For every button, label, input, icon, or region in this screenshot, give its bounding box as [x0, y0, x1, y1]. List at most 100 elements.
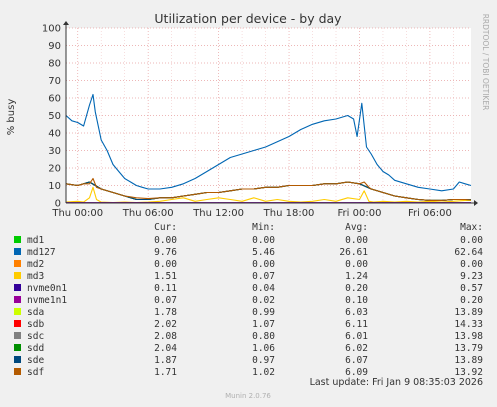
legend-value-min: 5.46	[252, 247, 275, 258]
legend-series-name: sde	[27, 355, 44, 366]
legend-series-name: sda	[27, 307, 44, 318]
legend-value-avg: 6.02	[345, 343, 368, 354]
series-line-md127	[65, 93, 472, 192]
x-tick-label: Thu 00:00	[51, 208, 103, 219]
legend-value-min: 0.07	[252, 271, 275, 282]
y-tick-label: 90	[48, 41, 61, 52]
x-tick-label: Fri 06:00	[408, 208, 452, 219]
legend-value-min: 0.04	[252, 283, 275, 294]
legend-value-min: 1.06	[252, 343, 275, 354]
y-axis-label: % busy	[6, 99, 17, 136]
legend-value-avg: 6.03	[345, 307, 368, 318]
legend-value-min: 0.97	[252, 355, 275, 366]
legend-value-min: 0.02	[252, 295, 275, 306]
legend-value-avg: 6.07	[345, 355, 368, 366]
legend-value-max: 14.33	[454, 319, 483, 330]
legend-series-name: sdc	[27, 331, 44, 342]
legend-value-max: 0.00	[460, 235, 483, 246]
axes: 0 10 20 30 40 50 60 70 80 90 100 Thu 00:00 Thu 06:00…	[42, 21, 478, 219]
legend-series-name: sdd	[27, 343, 44, 354]
legend-value-cur: 2.04	[154, 343, 177, 354]
y-tick-label: 80	[48, 59, 61, 70]
legend-value-max: 13.92	[454, 367, 483, 378]
legend-value-avg: 0.20	[345, 283, 368, 294]
legend-value-min: 0.00	[252, 235, 275, 246]
legend-series-name: md2	[27, 259, 44, 270]
legend-value-avg: 26.61	[339, 247, 368, 258]
legend-value-max: 13.89	[454, 307, 483, 318]
grid	[66, 27, 471, 203]
legend-value-max: 62.64	[454, 247, 483, 258]
legend-value-cur: 2.08	[154, 331, 177, 342]
legend-value-avg: 6.01	[345, 331, 368, 342]
legend-value-cur: 2.02	[154, 319, 177, 330]
legend-value-cur: 0.11	[154, 283, 177, 294]
legend-series-name: sdf	[27, 367, 44, 378]
y-tick-label: 60	[48, 94, 61, 105]
legend-value-cur: 1.51	[154, 271, 177, 282]
legend-value-min: 1.02	[252, 367, 275, 378]
chart-title: Utilization per device - by day	[154, 11, 342, 26]
legend-swatch	[14, 260, 21, 267]
legend-series-name: md1	[27, 235, 44, 246]
legend-value-cur: 9.76	[154, 247, 177, 258]
legend-value-max: 13.79	[454, 343, 483, 354]
munin-version: Munin 2.0.76	[225, 392, 271, 400]
legend: Cur: Min: Avg: Max: md1 0.00 0.00 0.00 0.00 md127…	[14, 222, 483, 378]
legend-swatch	[14, 356, 21, 363]
legend-value-avg: 0.00	[345, 259, 368, 270]
legend-series-name: nvme1n1	[27, 295, 67, 306]
y-tick-label: 30	[48, 146, 61, 157]
legend-value-min: 0.80	[252, 331, 275, 342]
x-tick-label: Fri 00:00	[338, 208, 382, 219]
legend-swatch	[14, 368, 21, 375]
legend-series-name: sdb	[27, 319, 44, 330]
legend-swatch	[14, 272, 21, 279]
legend-value-cur: 1.87	[154, 355, 177, 366]
legend-value-avg: 6.09	[345, 367, 368, 378]
side-label: RRDTOOL / TOBI OETIKER	[481, 14, 490, 111]
y-tick-label: 40	[48, 129, 61, 140]
legend-value-cur: 0.00	[154, 259, 177, 270]
legend-header: Cur:	[154, 222, 177, 233]
legend-value-max: 13.98	[454, 331, 483, 342]
x-axis-arrow	[474, 200, 478, 206]
y-tick-label: 50	[48, 111, 61, 122]
legend-value-cur: 1.78	[154, 307, 177, 318]
y-tick-label: 20	[48, 164, 61, 175]
legend-swatch	[14, 296, 21, 303]
legend-value-max: 9.23	[460, 271, 483, 282]
legend-value-avg: 0.10	[345, 295, 368, 306]
x-tick-label: Thu 18:00	[263, 208, 315, 219]
plot-area	[66, 28, 471, 203]
y-tick-label: 70	[48, 76, 61, 87]
legend-value-max: 13.89	[454, 355, 483, 366]
legend-value-avg: 6.11	[345, 319, 368, 330]
legend-swatch	[14, 320, 21, 327]
y-tick-label: 100	[42, 24, 61, 35]
x-tick-label: Thu 06:00	[122, 208, 174, 219]
legend-value-avg: 0.00	[345, 235, 368, 246]
legend-swatch	[14, 284, 21, 291]
legend-swatch	[14, 344, 21, 351]
legend-value-max: 0.20	[460, 295, 483, 306]
legend-swatch	[14, 236, 21, 243]
x-tick-label: Thu 12:00	[192, 208, 244, 219]
legend-value-min: 0.99	[252, 307, 275, 318]
legend-swatch	[14, 308, 21, 315]
y-tick-label: 10	[48, 181, 61, 192]
legend-series-name: nvme0n1	[27, 283, 67, 294]
legend-swatch	[14, 248, 21, 255]
legend-series-name: md127	[27, 247, 56, 258]
legend-swatch	[14, 332, 21, 339]
series-line-sdf	[65, 177, 472, 201]
legend-value-max: 0.57	[460, 283, 483, 294]
legend-value-min: 1.07	[252, 319, 275, 330]
legend-value-min: 0.00	[252, 259, 275, 270]
legend-series-name: md3	[27, 271, 44, 282]
y-axis-arrow	[63, 21, 69, 25]
legend-value-cur: 0.07	[154, 295, 177, 306]
legend-value-avg: 1.24	[345, 271, 368, 282]
legend-header: Max:	[460, 222, 483, 233]
